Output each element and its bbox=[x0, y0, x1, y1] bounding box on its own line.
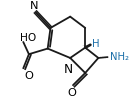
Text: HO: HO bbox=[20, 33, 36, 43]
Text: H: H bbox=[92, 39, 99, 49]
Text: O: O bbox=[68, 88, 77, 98]
Text: O: O bbox=[24, 71, 33, 81]
Text: N: N bbox=[64, 63, 73, 76]
Text: NH₂: NH₂ bbox=[110, 52, 129, 62]
Text: N: N bbox=[30, 1, 39, 11]
